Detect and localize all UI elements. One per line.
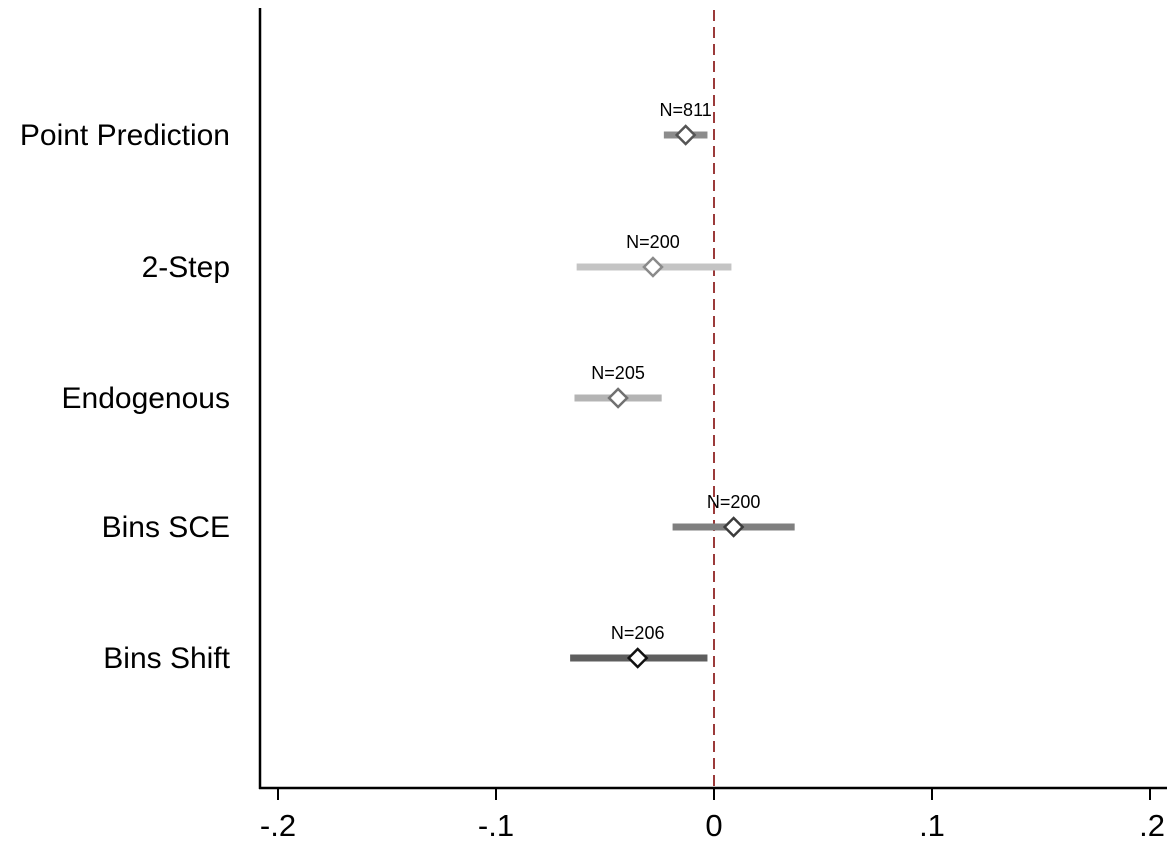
x-tick-label: .1	[919, 808, 945, 842]
point-estimate-marker	[626, 647, 649, 669]
x-tick-label: 0	[705, 808, 722, 842]
point-estimate-marker	[674, 124, 697, 146]
x-tick-label: .2	[1139, 808, 1165, 842]
sample-size-label: N=811	[660, 100, 712, 120]
sample-size-label: N=200	[707, 492, 761, 512]
coef-row: N=200	[672, 492, 795, 538]
category-labels: Point Prediction 2-Step Endogenous Bins SCE…	[20, 119, 231, 675]
x-tick-label: -.2	[260, 808, 296, 842]
category-label: Point Prediction	[20, 119, 230, 152]
coef-row: N=206	[570, 623, 708, 669]
coef-row: N=811	[660, 100, 712, 146]
sample-size-label: N=205	[591, 363, 645, 383]
sample-size-label: N=200	[626, 232, 680, 252]
sample-size-label: N=206	[611, 623, 665, 643]
coef-row: N=200	[576, 232, 732, 278]
x-tick-label: -.1	[478, 808, 514, 842]
point-estimate-marker	[722, 516, 745, 538]
category-label: Bins SCE	[102, 511, 230, 544]
coef-row: N=205	[574, 363, 662, 409]
x-axis-ticks: -.2 -.1 0 .1 .2	[260, 788, 1165, 842]
category-label: 2-Step	[142, 251, 230, 284]
point-estimate-marker	[642, 256, 664, 278]
point-estimate-marker	[607, 387, 629, 409]
chart-marks: N=811 N=200 N=205 N=200 N=206	[570, 10, 795, 788]
category-label: Endogenous	[62, 382, 231, 415]
category-label: Bins Shift	[103, 642, 230, 675]
